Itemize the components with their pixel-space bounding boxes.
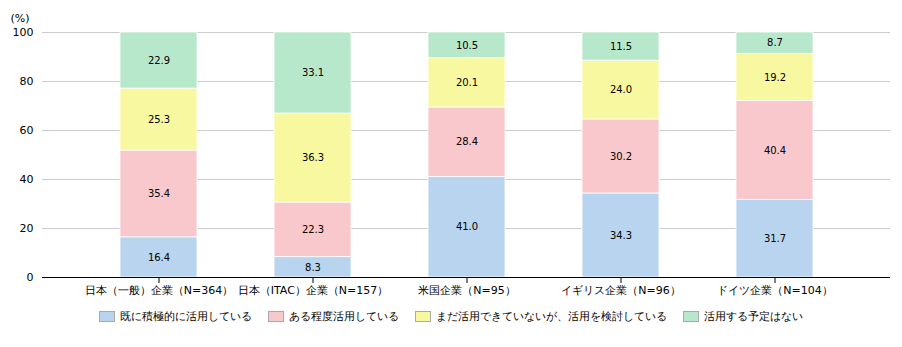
- svg-text:20.1: 20.1: [456, 77, 478, 88]
- html-text:活用する予定はない: 活用する予定はない: [704, 310, 803, 323]
- svg-text:33.1: 33.1: [302, 67, 324, 78]
- svg-text:ドイツ企業（N=104）: ドイツ企業（N=104）: [717, 284, 832, 297]
- svg-text:40.4: 40.4: [764, 145, 786, 156]
- html-text:既に積極的に活用している: 既に積極的に活用している: [120, 310, 252, 323]
- svg-text:80: 80: [20, 75, 34, 88]
- html-text:ある程度活用している: ある程度活用している: [289, 310, 399, 323]
- svg-text:イギリス企業（N=96）: イギリス企業（N=96）: [561, 284, 680, 297]
- svg-text:24.0: 24.0: [610, 84, 632, 95]
- svg-text:日本（一般）企業（N=364）: 日本（一般）企業（N=364）: [85, 284, 233, 297]
- svg-text:35.4: 35.4: [148, 188, 170, 199]
- svg-text:22.9: 22.9: [148, 55, 170, 66]
- svg-text:28.4: 28.4: [456, 136, 478, 147]
- svg-text:19.2: 19.2: [764, 72, 786, 83]
- html-text:まだ活用できていないが、活用を検討している: まだ活用できていないが、活用を検討している: [436, 310, 667, 323]
- svg-text:41.0: 41.0: [456, 221, 478, 232]
- svg-text:36.3: 36.3: [302, 152, 324, 163]
- svg-text:31.7: 31.7: [764, 233, 786, 244]
- svg-text:22.3: 22.3: [302, 224, 324, 235]
- svg-text:16.4: 16.4: [148, 252, 170, 263]
- svg-text:8.3: 8.3: [305, 262, 321, 273]
- svg-text:100: 100: [13, 26, 34, 39]
- svg-text:8.7: 8.7: [767, 37, 783, 48]
- svg-text:20: 20: [20, 222, 34, 235]
- svg-text:米国企業（N=95）: 米国企業（N=95）: [418, 284, 515, 297]
- svg-text:10.5: 10.5: [456, 40, 478, 51]
- svg-text:60: 60: [20, 124, 34, 137]
- svg-text:40: 40: [20, 173, 34, 186]
- svg-text:(%): (%): [11, 12, 30, 25]
- svg-text:34.3: 34.3: [610, 230, 632, 241]
- svg-text:25.3: 25.3: [148, 114, 170, 125]
- svg-text:日本（ITAC）企業（N=157）: 日本（ITAC）企業（N=157）: [238, 284, 389, 297]
- svg-text:30.2: 30.2: [610, 151, 632, 162]
- svg-text:0: 0: [27, 271, 34, 284]
- svg-text:11.5: 11.5: [610, 41, 632, 52]
